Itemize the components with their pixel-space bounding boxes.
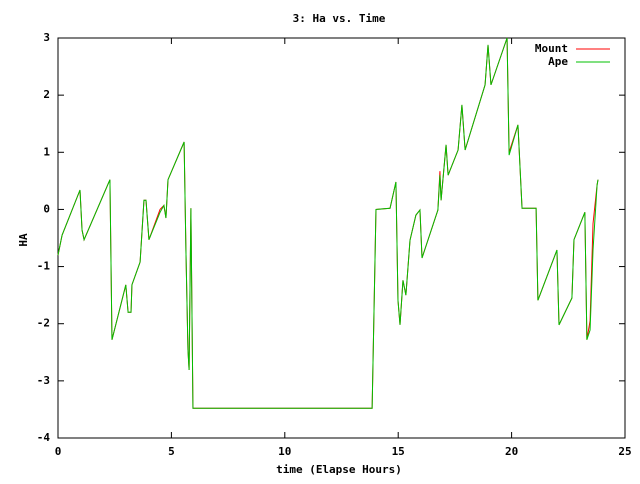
x-tick-label: 15 [392,445,405,458]
y-tick-label: 0 [43,202,50,215]
legend-label: Mount [535,42,568,55]
x-axis-label: time (Elapse Hours) [276,463,402,476]
y-tick-label: -1 [37,260,51,273]
y-tick-label: -4 [37,431,51,444]
series-line [57,37,599,409]
y-tick-label: -2 [37,317,50,330]
chart-title: 3: Ha vs. Time [293,12,386,25]
plot-frame [57,37,626,439]
y-axis-label: HA [17,233,30,247]
y-tick-label: 3 [43,31,50,44]
series-line [57,37,599,409]
x-tick-label: 0 [55,445,62,458]
y-tick-label: -3 [37,374,50,387]
y-tick-label: 1 [43,145,50,158]
x-tick-label: 5 [168,445,175,458]
y-tick-label: 2 [43,88,50,101]
x-tick-label: 20 [505,445,518,458]
x-tick-label: 25 [618,445,631,458]
x-tick-label: 10 [278,445,291,458]
legend-label: Ape [548,55,568,68]
